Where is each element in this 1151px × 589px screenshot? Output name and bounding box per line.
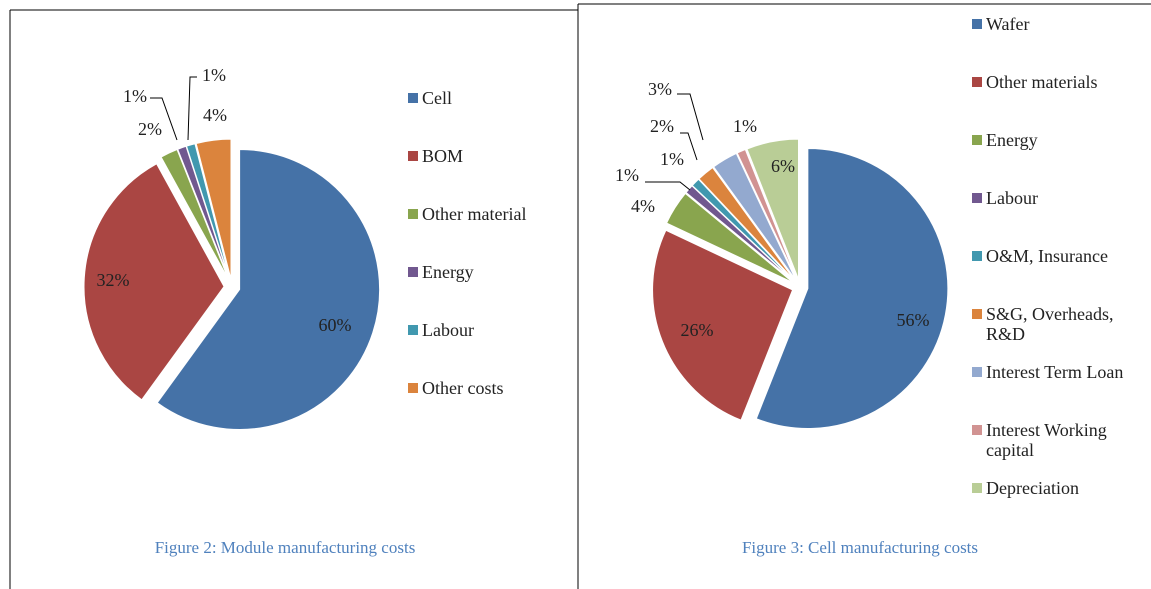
legend-item: Other materials xyxy=(972,72,1147,92)
legend-item: Cell xyxy=(408,88,578,108)
legend-swatch xyxy=(972,309,982,319)
legend-item: BOM xyxy=(408,146,578,166)
legend-label: Other costs xyxy=(422,378,504,398)
data-label: 2% xyxy=(650,116,674,136)
legend-item: Wafer xyxy=(972,14,1147,34)
legend-item: Other material xyxy=(408,204,578,224)
leader-line xyxy=(150,97,178,141)
pie-slice xyxy=(195,138,232,280)
data-label: 56% xyxy=(897,310,930,330)
data-label: 3% xyxy=(648,79,672,99)
data-label: 1% xyxy=(202,65,226,85)
legend-swatch xyxy=(972,483,982,493)
legend-label: Labour xyxy=(422,320,474,340)
legend-item: Energy xyxy=(972,130,1147,150)
legend-label: Depreciation xyxy=(986,478,1079,498)
legend-item: Other costs xyxy=(408,378,578,398)
data-label: 2% xyxy=(138,119,162,139)
legend-swatch xyxy=(972,77,982,87)
legend-label: Other materials xyxy=(986,72,1098,92)
legend-swatch xyxy=(408,93,418,103)
pie-slice xyxy=(185,143,231,280)
legend-swatch xyxy=(972,425,982,435)
legend-label: Labour xyxy=(986,188,1038,208)
pie-slice xyxy=(755,147,949,429)
legend-swatch xyxy=(972,251,982,261)
legend-label: Interest Working capital xyxy=(986,420,1107,460)
leader-line xyxy=(187,76,197,141)
data-label: 6% xyxy=(771,156,795,176)
data-label: 26% xyxy=(681,320,714,340)
legend-item: S&G, Overheads, R&D xyxy=(972,304,1147,344)
legend-swatch xyxy=(972,135,982,145)
legend-item: Interest Working capital xyxy=(972,420,1147,460)
caption: Figure 3: Cell manufacturing costs xyxy=(741,538,979,557)
legend-swatch xyxy=(408,267,418,277)
legend-label: O&M, Insurance xyxy=(986,246,1108,266)
pie-slice xyxy=(156,148,381,430)
legend-swatch xyxy=(972,19,982,29)
pie-slice xyxy=(712,152,797,281)
pie-slice xyxy=(691,178,795,282)
legend-swatch xyxy=(972,367,982,377)
data-label: 60% xyxy=(319,315,352,335)
pie-slice xyxy=(736,148,798,280)
pie-slice xyxy=(83,163,225,401)
pie-slice xyxy=(652,229,794,421)
pie-slice xyxy=(177,145,230,280)
legend-swatch xyxy=(408,151,418,161)
legend-label: Other material xyxy=(422,204,527,224)
pie-slice xyxy=(746,138,800,280)
legend-label: Energy xyxy=(422,262,474,282)
legend-label: S&G, Overheads, R&D xyxy=(986,304,1114,344)
legend-label: Interest Term Loan xyxy=(986,362,1124,382)
legend-swatch xyxy=(408,383,418,393)
data-label: 1% xyxy=(123,86,147,106)
legend-item: O&M, Insurance xyxy=(972,246,1147,266)
legend-item: Depreciation xyxy=(972,478,1147,498)
legend-item: Labour xyxy=(972,188,1147,208)
legend-item: Energy xyxy=(408,262,578,282)
legend-swatch xyxy=(408,325,418,335)
data-label: 4% xyxy=(203,105,227,125)
pie-slice xyxy=(160,148,230,281)
legend-item: Interest Term Loan xyxy=(972,362,1147,382)
pie-slice xyxy=(698,166,796,282)
pie-slice xyxy=(665,192,794,284)
legend-swatch xyxy=(408,209,418,219)
legend-swatch xyxy=(972,193,982,203)
data-label: 1% xyxy=(660,149,684,169)
data-label: 4% xyxy=(631,196,655,216)
data-label: 1% xyxy=(615,165,639,185)
leader-line xyxy=(680,132,698,161)
legend-label: Wafer xyxy=(986,14,1030,34)
legend-item: Labour xyxy=(408,320,578,340)
legend-label: Cell xyxy=(422,88,452,108)
legend-label: Energy xyxy=(986,130,1038,150)
leader-line xyxy=(677,93,704,141)
data-label: 1% xyxy=(733,116,757,136)
data-label: 32% xyxy=(97,270,130,290)
leader-line xyxy=(645,181,691,191)
legend-label: BOM xyxy=(422,146,464,166)
caption: Figure 2: Module manufacturing costs xyxy=(154,538,416,557)
